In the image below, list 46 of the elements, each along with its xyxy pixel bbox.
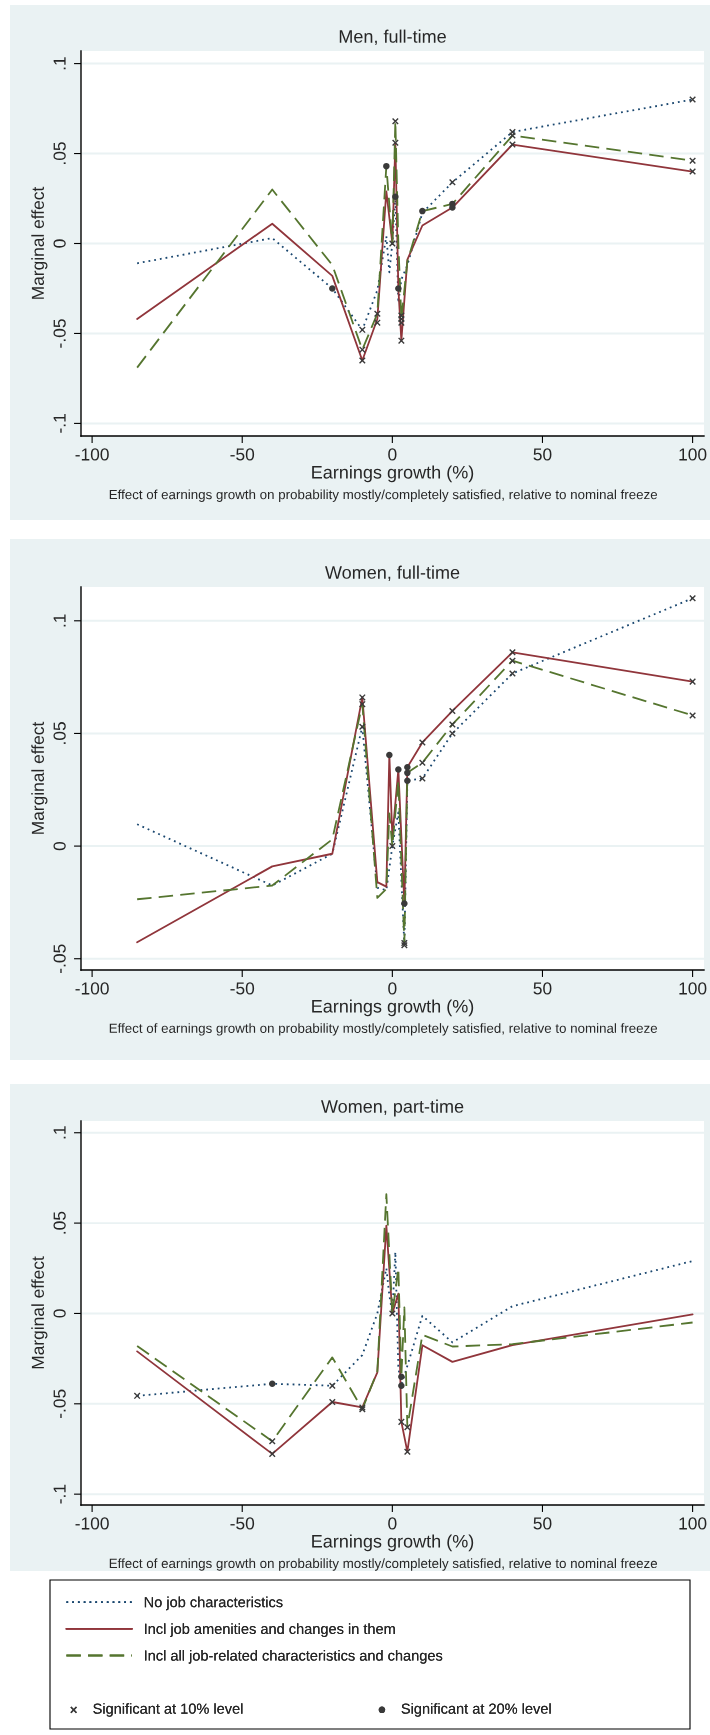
chart-title: Women, full-time <box>325 565 460 581</box>
x-tick-label: -50 <box>230 1517 255 1530</box>
y-tick-label: -.1 <box>53 414 66 433</box>
y-tick-label: .1 <box>53 614 66 627</box>
x-tick-label: 0 <box>388 982 397 995</box>
x-tick-label: 0 <box>388 448 397 461</box>
text: Effect of earnings growth on probability mostly/completely satisfied, relative to nominal freeze <box>109 1023 658 1036</box>
x-tick-label: 0 <box>388 1517 397 1530</box>
x-tick-label: -50 <box>230 448 255 461</box>
legend-label: Incl job amenities and changes in them <box>145 1623 395 1637</box>
x-tick-label: 50 <box>533 982 552 995</box>
y-tick-label: .05 <box>53 142 66 165</box>
y-axis-title: Marginal effect <box>31 1256 48 1369</box>
text: Effect of earnings growth on probability mostly/completely satisfied, relative to nominal freeze <box>109 1558 658 1571</box>
legend-label: No job characteristics <box>144 1596 283 1611</box>
x-tick-label: 50 <box>533 1517 552 1530</box>
y-axis-title: Marginal effect <box>31 186 48 299</box>
y-tick-label: -.05 <box>53 319 66 348</box>
y-tick-label: -.05 <box>53 1389 66 1418</box>
x-tick-label: 100 <box>679 448 707 461</box>
y-tick-label: .05 <box>53 722 66 744</box>
y-tick-label: 0 <box>53 239 66 248</box>
y-tick-label: 0 <box>53 1309 66 1318</box>
chart-title: Women, part-time <box>321 1099 464 1117</box>
y-tick-label: -.05 <box>53 944 66 973</box>
x-axis-title: Earnings growth (%) <box>312 465 474 483</box>
x-tick-label: 100 <box>679 1517 707 1530</box>
legend-label: Significant at 20% level <box>401 1703 551 1717</box>
x-tick-label: 100 <box>679 982 707 995</box>
legend-label: Significant at 10% level <box>93 1703 243 1717</box>
y-tick-label: .1 <box>53 57 66 70</box>
x-tick-label: -50 <box>230 982 255 995</box>
y-axis-title: Marginal effect <box>31 721 48 834</box>
x-axis-title: Earnings growth (%) <box>312 999 474 1017</box>
y-tick-label: -.1 <box>53 1484 66 1504</box>
x-tick-label: 50 <box>533 448 552 461</box>
text: Effect of earnings growth on probability mostly/completely satisfied, relative to nominal freeze <box>109 489 658 502</box>
y-tick-label: .05 <box>53 1211 66 1234</box>
y-tick-label: 0 <box>53 841 66 851</box>
legend-label: Incl all job-related characteristics and changes <box>145 1650 443 1664</box>
x-tick-label: -100 <box>75 982 109 995</box>
x-tick-label: -100 <box>75 448 109 461</box>
chart-title: Men, full-time <box>339 29 446 45</box>
x-tick-label: -100 <box>75 1517 109 1530</box>
x-axis-title: Earnings growth (%) <box>312 1534 474 1552</box>
y-tick-label: .1 <box>53 1126 66 1139</box>
